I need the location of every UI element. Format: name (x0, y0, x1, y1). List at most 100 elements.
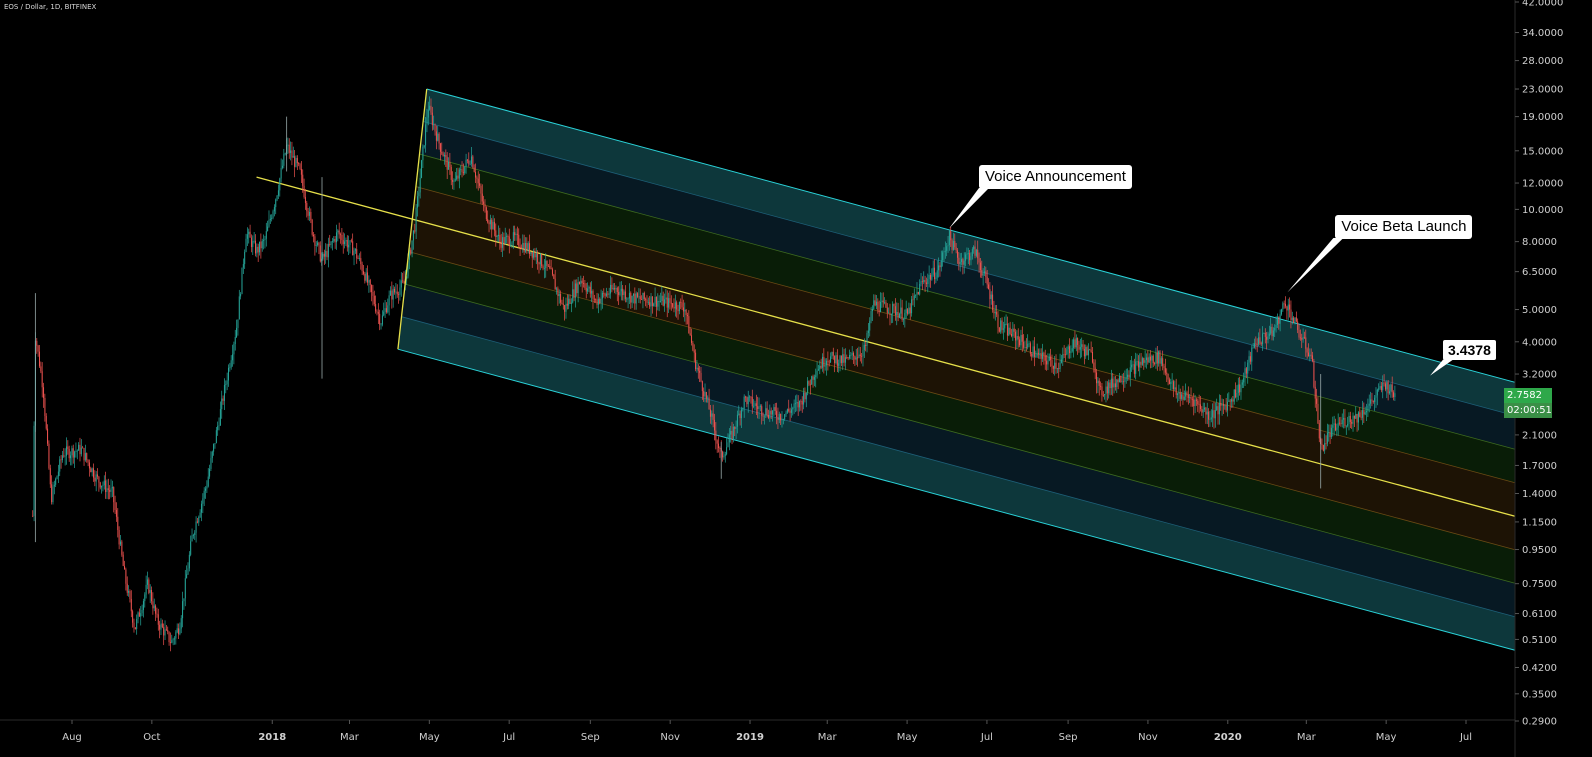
candle-body (1351, 421, 1353, 424)
candle-body (676, 302, 678, 310)
candle-body (1344, 417, 1346, 427)
candle-body (1055, 362, 1057, 369)
candle-body (202, 498, 204, 504)
candle-body (813, 376, 815, 380)
candle-body (109, 490, 111, 492)
candle-body (565, 303, 567, 312)
candle-body (1268, 333, 1270, 337)
candle-body (750, 396, 752, 398)
candle-body (1343, 417, 1345, 420)
candle-body (159, 624, 161, 630)
candle-body (184, 578, 186, 599)
candle-body (491, 219, 493, 230)
candle-body (1240, 384, 1242, 393)
candle-body (207, 476, 209, 487)
candle-body (88, 462, 90, 469)
candle-body (303, 185, 305, 198)
candle-body (776, 410, 778, 417)
candle-body (1318, 423, 1320, 439)
candle-body (384, 308, 386, 312)
candle-body (1305, 337, 1307, 349)
candle-body (313, 234, 315, 237)
candle-body (362, 271, 364, 274)
time-tick-label: May (1376, 732, 1397, 743)
candle-body (1000, 320, 1002, 332)
candle-body (264, 238, 266, 240)
candle-body (1248, 356, 1250, 363)
price-tick-label: 6.5000 (1522, 267, 1557, 278)
candle-body (1388, 391, 1390, 394)
candle-body (510, 245, 512, 246)
last-price-tag: 2.7582 (1504, 387, 1552, 403)
candle-body (182, 601, 184, 619)
candle-body (1100, 385, 1102, 387)
candle-body (666, 297, 668, 308)
candle-body (431, 112, 433, 126)
candle-body (527, 243, 529, 251)
candle-body (1352, 415, 1354, 424)
candle-body (537, 253, 539, 263)
candle-body (1312, 355, 1314, 362)
candle-body (1002, 328, 1004, 330)
candle-body (981, 270, 983, 276)
candle-body (703, 391, 705, 397)
candle-body (742, 408, 744, 410)
candle-body (943, 251, 945, 253)
candle-body (983, 271, 985, 274)
channel-line (419, 153, 1516, 450)
time-tick-label: Mar (818, 732, 838, 743)
candle-body (267, 226, 269, 232)
candle-body (616, 288, 618, 293)
candle-body (646, 299, 648, 303)
voice-beta-launch-callout[interactable]: Voice Beta Launch (1335, 215, 1473, 239)
candle-body (173, 638, 175, 640)
candle-body (686, 315, 688, 317)
candle-body (217, 425, 219, 431)
candle-body (1236, 392, 1238, 398)
candle-body (614, 288, 616, 290)
candle-body (399, 287, 401, 295)
candle-body (1245, 368, 1247, 374)
candle-body (1168, 379, 1170, 385)
candle-body (816, 370, 818, 376)
candle-body (697, 367, 699, 371)
candle-body (342, 240, 344, 245)
candle-body (214, 443, 216, 445)
candle-body (1190, 396, 1192, 400)
candle-body (277, 190, 279, 196)
candle-body (840, 355, 842, 363)
candle-body (1213, 410, 1215, 419)
candle-body (588, 286, 590, 289)
candle-body (1078, 344, 1080, 350)
channel-value-label[interactable]: 3.4378 (1443, 339, 1496, 360)
voice-announcement-callout[interactable]: Voice Announcement (978, 165, 1132, 189)
candle-body (383, 311, 385, 316)
candle-body (610, 284, 612, 294)
candle-body (921, 281, 923, 283)
candle-body (1249, 356, 1251, 362)
candle-body (398, 294, 400, 296)
candle-body (302, 174, 304, 186)
candle-body (948, 230, 950, 246)
candle-body (237, 319, 239, 328)
candle-body (665, 297, 667, 300)
candle-body (1159, 351, 1161, 364)
candle-body (1390, 384, 1392, 392)
candle-body (294, 156, 296, 167)
candle-body (985, 271, 987, 277)
candle-body (936, 270, 938, 278)
candle-body (1109, 382, 1111, 389)
candle-body (884, 302, 886, 304)
candle-body (1197, 400, 1199, 405)
candle-body (389, 290, 391, 296)
candle-body (1104, 394, 1106, 396)
candle-body (1212, 410, 1214, 418)
candle-body (41, 371, 43, 388)
candle-body (257, 246, 259, 253)
candle-body (790, 409, 792, 413)
candle-body (1202, 409, 1204, 413)
candle-body (858, 354, 860, 358)
candle-body (240, 293, 242, 297)
candle-body (465, 159, 467, 167)
